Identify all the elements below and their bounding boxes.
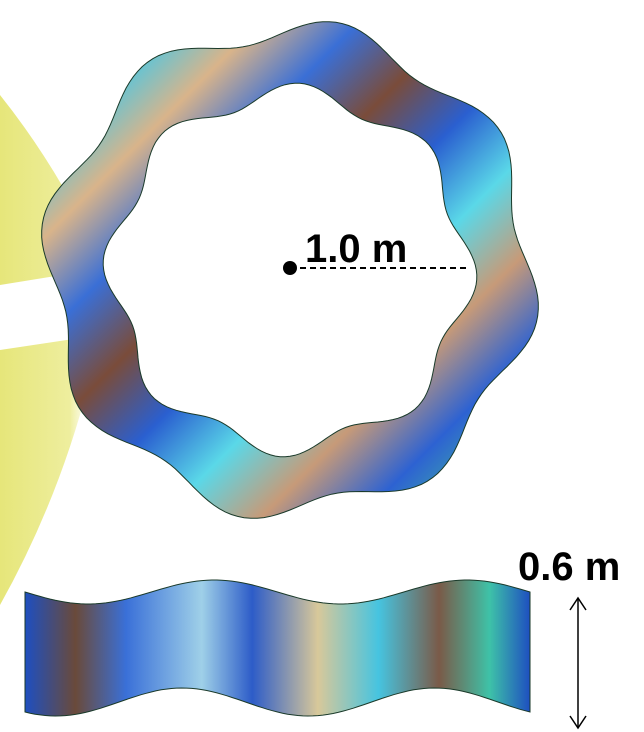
page: 1.0 m 0.6 m (() => { const data = JSON.p… (0, 0, 644, 732)
figure: 1.0 m 0.6 m (0, 0, 644, 732)
height-arrow (570, 598, 586, 728)
radius-label: 1.0 m (305, 227, 407, 271)
height-label: 0.6 m (518, 545, 620, 589)
plasma-side-view (25, 580, 530, 716)
center-dot (283, 261, 297, 275)
